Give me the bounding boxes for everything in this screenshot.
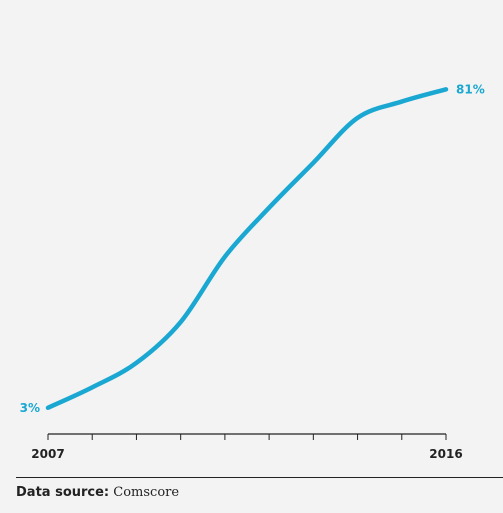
data-source-note: Data source: Comscore — [16, 485, 179, 500]
line-chart: 3% 81% 2007 2016 — [20, 82, 485, 461]
x-axis-ticks — [47, 434, 447, 440]
x-tick-label-last: 2016 — [429, 447, 462, 461]
source-value: Comscore — [113, 485, 180, 500]
x-tick-label-first: 2007 — [31, 447, 64, 461]
series-line — [45, 87, 449, 411]
source-divider — [16, 477, 503, 478]
source-label: Data source: — [16, 485, 110, 500]
data-label-start: 3% — [20, 401, 40, 415]
data-label-end: 81% — [456, 82, 485, 96]
